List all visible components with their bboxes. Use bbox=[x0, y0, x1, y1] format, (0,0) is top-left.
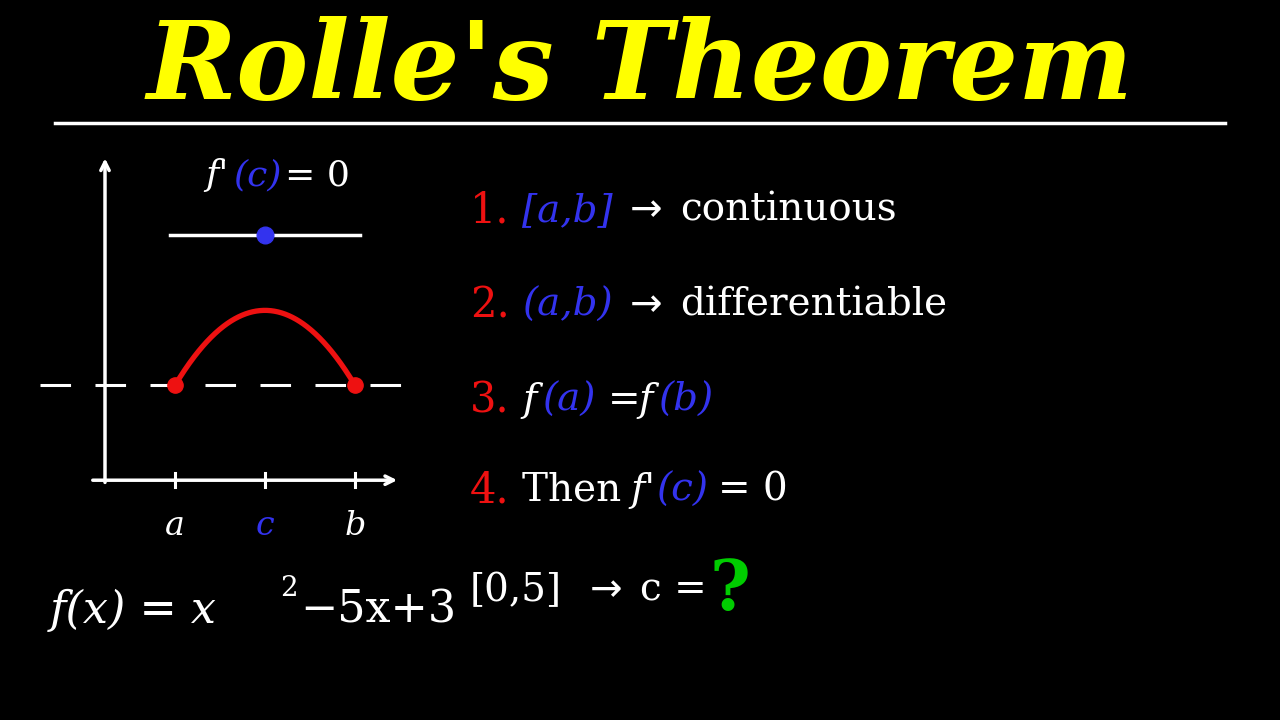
Text: b: b bbox=[344, 510, 366, 542]
Text: (a): (a) bbox=[541, 382, 595, 419]
Text: continuous: continuous bbox=[680, 192, 896, 229]
Text: →: → bbox=[630, 287, 663, 325]
Text: [a,b]: [a,b] bbox=[522, 192, 613, 229]
Text: 1.: 1. bbox=[470, 189, 509, 231]
Text: →: → bbox=[630, 192, 663, 230]
Text: ?: ? bbox=[710, 557, 751, 624]
Text: c =: c = bbox=[640, 572, 707, 608]
Text: =: = bbox=[608, 382, 640, 419]
Text: 2: 2 bbox=[280, 575, 298, 602]
Text: (c): (c) bbox=[657, 472, 708, 509]
Text: (b): (b) bbox=[658, 382, 713, 419]
Text: −5x+3: −5x+3 bbox=[300, 588, 456, 631]
Text: →: → bbox=[590, 571, 622, 609]
Text: = 0: = 0 bbox=[285, 158, 349, 192]
Text: (a,b): (a,b) bbox=[522, 287, 613, 324]
Text: Rolle's Theorem: Rolle's Theorem bbox=[147, 16, 1133, 122]
Text: [0,5]: [0,5] bbox=[470, 572, 562, 608]
Text: f': f' bbox=[630, 472, 655, 509]
Text: f': f' bbox=[205, 158, 228, 192]
Text: c: c bbox=[256, 510, 274, 542]
Text: 3.: 3. bbox=[470, 379, 509, 421]
Text: Then: Then bbox=[522, 472, 634, 509]
Text: f(x) = x: f(x) = x bbox=[50, 588, 218, 631]
Text: 2.: 2. bbox=[470, 284, 509, 326]
Text: 4.: 4. bbox=[470, 469, 509, 511]
Text: f: f bbox=[637, 382, 653, 419]
Text: (c): (c) bbox=[233, 158, 282, 192]
Text: = 0: = 0 bbox=[718, 472, 787, 509]
Text: f: f bbox=[522, 382, 536, 419]
Text: a: a bbox=[165, 510, 184, 542]
Text: differentiable: differentiable bbox=[680, 287, 947, 324]
